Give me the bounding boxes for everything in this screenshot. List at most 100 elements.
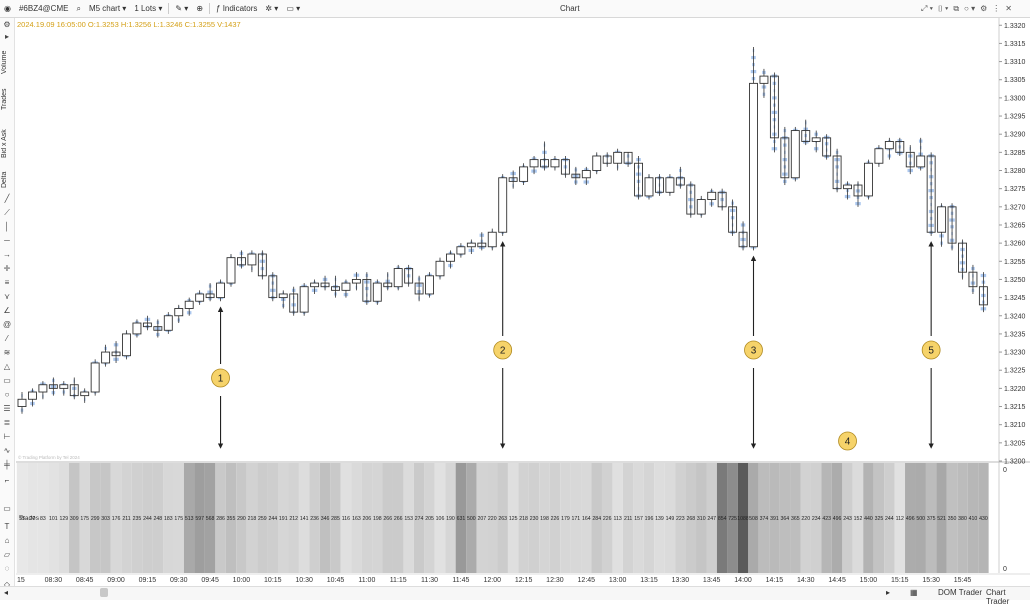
expand-icon[interactable]: ◇: [3, 580, 11, 589]
measure-tool-icon[interactable]: ⊢: [3, 432, 11, 441]
watermark-text: © Trading Platform by Tel 2024: [18, 454, 80, 460]
candle-body: [310, 282, 320, 288]
pencil-icon[interactable]: ✎ ▾: [175, 4, 189, 13]
x-tick-label: 09:15: [139, 577, 157, 584]
symbol-selector[interactable]: #6BZ4@CME: [18, 4, 69, 13]
pattern-tool-icon[interactable]: ≋: [3, 348, 11, 357]
angle-tool-icon[interactable]: ∠: [3, 306, 11, 315]
bracket-tool-icon[interactable]: ⌐: [4, 476, 10, 485]
note-tool-icon[interactable]: ◌: [4, 564, 10, 573]
horizontal-line-icon[interactable]: ─: [4, 236, 10, 245]
candle-body: [257, 253, 267, 277]
crosshair-icon[interactable]: ⤢ ▾: [920, 3, 933, 13]
candle-body: [101, 351, 111, 364]
x-tick-label: 14:30: [797, 577, 815, 584]
candle-body: [926, 155, 936, 233]
horizontal-scrollbar[interactable]: [100, 588, 108, 597]
callout-tool-icon[interactable]: ▱: [3, 550, 11, 559]
trades-cell: [361, 463, 373, 573]
brush-tool-icon[interactable]: ⁄: [6, 334, 8, 343]
candle-body: [749, 82, 758, 248]
scroll-left-icon[interactable]: ◂: [4, 588, 9, 597]
plus-icon[interactable]: ⚙: [3, 20, 11, 29]
trades-cell: [528, 463, 540, 573]
trades-cell: [121, 463, 132, 573]
template-icon[interactable]: ▭ ▾: [286, 4, 301, 13]
trades-cell: [330, 463, 341, 573]
rectangle-tool-icon[interactable]: ▭: [3, 376, 11, 385]
trades-value: 350: [948, 516, 957, 522]
candle-body: [38, 384, 48, 393]
trades-cell: [978, 463, 989, 573]
trades-cell: [622, 463, 634, 573]
gear-icon[interactable]: ⚙: [980, 4, 988, 13]
trades-cell: [925, 463, 937, 573]
spiral-tool-icon[interactable]: @: [2, 320, 12, 329]
trades-cell: [131, 463, 143, 573]
candle-body: [331, 286, 340, 291]
cross-tool-icon[interactable]: ✛: [3, 264, 11, 273]
camera-icon[interactable]: ⌷ ▾: [937, 3, 949, 13]
indicators-button[interactable]: ƒ Indicators: [216, 4, 258, 13]
annotation-marker: [921, 340, 941, 360]
ellipse-tool-icon[interactable]: ○: [4, 390, 10, 399]
candle-body: [874, 148, 884, 164]
trades-cell: [685, 463, 697, 573]
line-tool-icon[interactable]: ╱: [4, 194, 10, 203]
trades-cell: [319, 463, 331, 573]
trades-cell: [894, 463, 906, 573]
trades-cell: [842, 463, 853, 573]
lots-dropdown[interactable]: 1 Lots ▾: [134, 4, 163, 13]
layout-icon[interactable]: ⧉: [953, 3, 960, 13]
collapse-icon[interactable]: ▸: [4, 32, 9, 41]
fork-tool-icon[interactable]: ⋎: [4, 292, 10, 301]
trades-value: 211: [122, 516, 130, 522]
trades-value: 286: [216, 516, 225, 522]
x-tick-label: 13:00: [609, 577, 627, 584]
window-controls-icon[interactable]: ⋮: [992, 4, 1001, 13]
ray-tool-icon[interactable]: ⟋: [4, 208, 10, 217]
x-tick-label: 11:30: [421, 577, 438, 584]
candle-body: [655, 177, 664, 193]
trades-cell: [37, 463, 49, 573]
trades-cell: [403, 463, 414, 573]
dom-trader-button[interactable]: DOM Trader: [938, 588, 983, 597]
candle-body: [163, 315, 173, 331]
levels-tool-icon[interactable]: ≣: [3, 418, 11, 427]
chart-trader-button[interactable]: Chart Trader: [986, 588, 1010, 606]
calendar-icon[interactable]: ▦: [910, 588, 918, 597]
text-tool-icon[interactable]: T: [4, 522, 10, 531]
vertical-line-icon[interactable]: │: [4, 222, 10, 231]
trades-value: 375: [927, 516, 936, 522]
arrow-tool-icon[interactable]: →: [3, 250, 11, 259]
triangle-tool-icon[interactable]: △: [3, 362, 11, 371]
scroll-right-icon[interactable]: ▸: [886, 588, 891, 597]
chart-type-label: M5 chart: [88, 4, 121, 13]
trades-value: 163: [352, 516, 361, 522]
chart-type-dropdown[interactable]: M5 chart ▾: [88, 4, 127, 13]
trades-value: 101: [49, 516, 58, 522]
wave-tool-icon[interactable]: ∿: [3, 446, 11, 455]
tag-tool-icon[interactable]: ⌂: [4, 536, 10, 545]
zoom-icon[interactable]: ⊕: [196, 4, 204, 13]
ruler-tool-icon[interactable]: ╪: [4, 460, 10, 469]
circle-icon[interactable]: ○ ▾: [964, 4, 976, 13]
channel-tool-icon[interactable]: ≡: [4, 278, 10, 287]
trades-value: 206: [363, 516, 372, 522]
candle-body: [822, 137, 832, 157]
trades-value: 365: [791, 516, 800, 522]
search-icon[interactable]: ⌕: [76, 3, 81, 13]
box-tool-icon[interactable]: ▭: [3, 504, 11, 513]
trades-value: 112: [896, 516, 904, 522]
trades-value: 171: [572, 516, 581, 522]
close-icon[interactable]: ✕: [1005, 4, 1012, 13]
trades-cell: [476, 463, 488, 573]
fib-tool-icon[interactable]: ☰: [3, 404, 11, 413]
trades-value: 513: [185, 516, 194, 522]
trades-cell: [340, 463, 352, 573]
candle-body: [425, 275, 434, 295]
settings-icon[interactable]: ✲ ▾: [265, 4, 279, 13]
annotation-marker: [838, 431, 857, 451]
candle-body: [529, 159, 539, 168]
